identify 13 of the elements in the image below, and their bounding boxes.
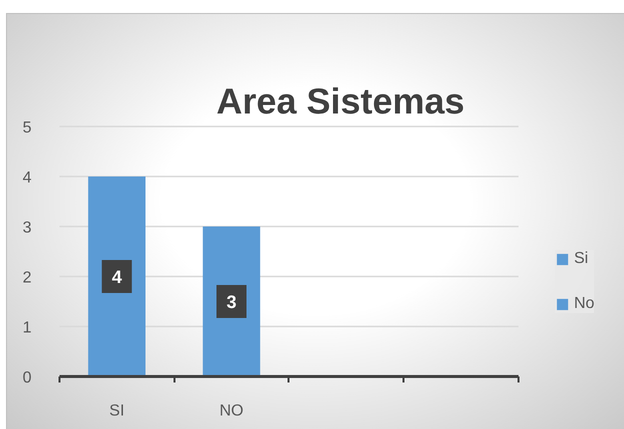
x-tick-label: NO: [219, 402, 244, 420]
legend-label: No: [574, 295, 594, 313]
data-label: 3: [226, 292, 236, 312]
data-label: 4: [112, 267, 122, 287]
y-tick-label: 1: [22, 320, 32, 336]
y-tick-label: 3: [22, 220, 32, 236]
y-tick-label: 2: [22, 270, 32, 286]
legend-label: Si: [574, 250, 590, 268]
chart-title: Area Sistemas: [216, 80, 465, 122]
y-tick-label: 4: [22, 170, 32, 186]
y-tick-label: 0: [22, 370, 32, 386]
y-tick-label: 5: [22, 120, 32, 136]
x-tick-label: SI: [109, 402, 124, 420]
